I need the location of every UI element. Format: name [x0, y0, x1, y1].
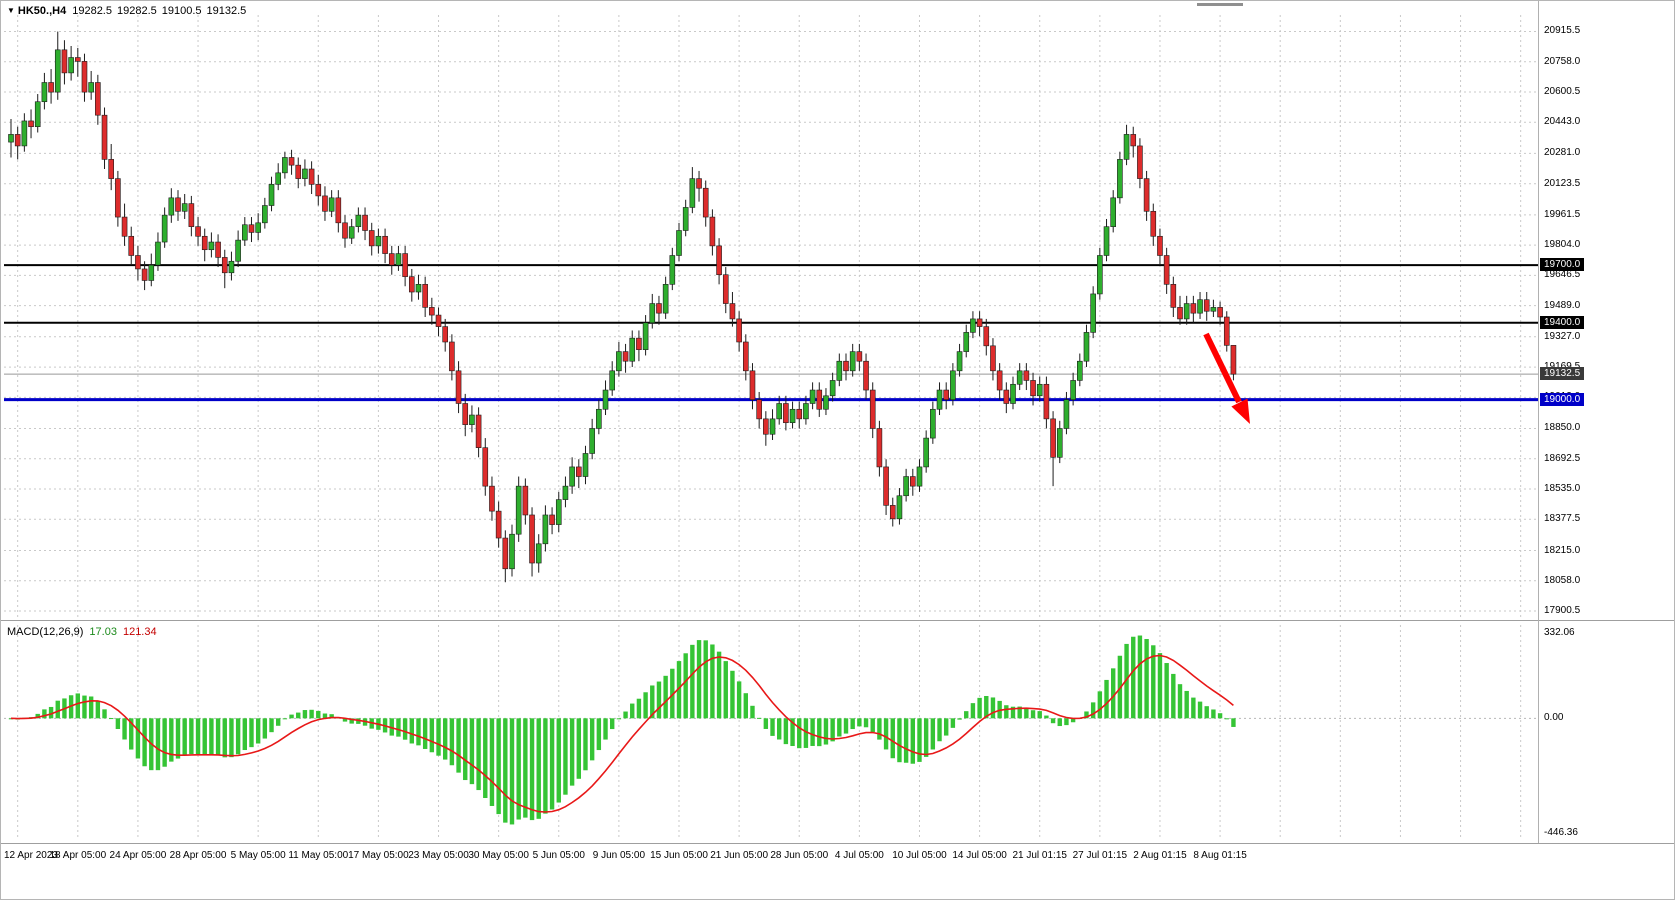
price-tick: 20281.0	[1544, 147, 1581, 159]
symbol-marker-icon: ▼	[7, 6, 15, 15]
time-tick: 2 Aug 01:15	[1133, 850, 1187, 861]
price-tick: 20915.5	[1544, 25, 1581, 37]
time-tick: 5 Jun 05:00	[532, 850, 585, 861]
price-tick: 18692.5	[1544, 452, 1581, 464]
time-tick: 12 Apr 2023	[4, 850, 58, 861]
ohlc-low: 19100.5	[161, 5, 202, 17]
symbol-info-bar: ▼ HK50.,H4 19282.5 19282.5 19100.5 19132.5	[7, 5, 251, 17]
macd-signal-line	[10, 654, 1234, 813]
candles-layer[interactable]	[8, 31, 1237, 583]
time-tick: 15 Jun 05:00	[650, 850, 708, 861]
time-tick: 5 May 05:00	[230, 850, 286, 861]
level-lines[interactable]	[4, 264, 1538, 402]
macd-indicator-label: MACD(12,26,9) 17.03 121.34	[7, 626, 157, 638]
price-tick: 20123.5	[1544, 177, 1581, 189]
time-tick: 21 Jun 05:00	[710, 850, 769, 861]
macd-value-signal: 121.34	[122, 626, 157, 638]
price-badge-19700.0: 19700.0	[1540, 258, 1585, 272]
macd-axis-tick: 332.06	[1544, 627, 1575, 638]
macd-grid	[4, 625, 1538, 839]
time-tick: 27 Jul 01:15	[1072, 850, 1128, 861]
trend-arrow[interactable]	[1203, 332, 1250, 424]
price-tick: 18215.0	[1544, 544, 1581, 556]
time-tick: 8 Aug 01:15	[1193, 850, 1247, 861]
price-tick: 19327.0	[1544, 330, 1581, 342]
price-tick: 19489.0	[1544, 299, 1581, 311]
macd-name: MACD(12,26,9)	[7, 626, 84, 638]
time-tick: 11 May 05:00	[288, 850, 349, 861]
macd-value-main: 17.03	[89, 626, 117, 638]
time-tick: 30 May 05:00	[468, 850, 529, 861]
time-tick: 28 Jun 05:00	[770, 850, 829, 861]
price-badge-19000.0: 19000.0	[1540, 392, 1585, 406]
price-tick: 18850.0	[1544, 422, 1581, 434]
price-tick: 19169.5	[1544, 361, 1580, 373]
price-tick: 20758.0	[1544, 55, 1581, 67]
price-badge-19400.0: 19400.0	[1540, 315, 1585, 329]
price-tick: 20443.0	[1544, 116, 1581, 128]
ohlc-high: 19282.5	[116, 5, 157, 17]
time-tick: 10 Jul 05:00	[892, 850, 947, 861]
price-tick: 18058.0	[1544, 574, 1581, 586]
time-tick: 23 May 05:00	[408, 850, 469, 861]
ohlc-open: 19282.5	[72, 5, 112, 17]
time-tick: 17 May 05:00	[348, 850, 409, 861]
price-tick: 19646.5	[1544, 269, 1581, 281]
time-axis[interactable]: 12 Apr 2023 18 Apr 05:00 24 Apr 05:00 28 Ap…	[1, 843, 1674, 868]
chart-hscroll-thumb[interactable]	[1197, 3, 1243, 6]
time-tick: 28 Apr 05:00	[169, 850, 227, 861]
time-tick: 14 Jul 05:00	[952, 850, 1007, 861]
pane-separator[interactable]	[1, 620, 1674, 621]
symbol-period: HK50.,H4	[17, 5, 67, 17]
price-tick: 19804.0	[1544, 239, 1581, 251]
price-chart[interactable]	[1, 1, 1675, 621]
time-tick: 21 Jul 01:15	[1012, 850, 1067, 861]
time-tick: 24 Apr 05:00	[109, 850, 167, 861]
price-tick: 18535.0	[1544, 483, 1581, 495]
time-tick: 9 Jun 05:00	[592, 850, 646, 861]
ohlc-close: 19132.5	[206, 5, 247, 17]
macd-indicator-chart[interactable]	[1, 621, 1675, 843]
time-tick: 4 Jul 05:00	[834, 850, 884, 861]
current-price-badge: 19132.5	[1540, 367, 1585, 381]
grid-layer	[4, 15, 1538, 617]
price-axis-separator	[1538, 1, 1539, 844]
price-tick: 19961.5	[1544, 208, 1581, 220]
price-tick: 17900.5	[1544, 604, 1581, 616]
macd-histogram	[8, 635, 1236, 825]
price-axis[interactable]: 20915.5 20758.0 20600.5 20443.0 20281.0 20123…	[1539, 1, 1674, 871]
time-tick: 18 Apr 05:00	[49, 850, 107, 861]
price-tick: 18377.5	[1544, 513, 1581, 525]
macd-axis-tick: 0.00	[1544, 712, 1564, 724]
macd-axis-tick: -446.36	[1544, 827, 1578, 838]
price-tick: 20600.5	[1544, 86, 1581, 98]
